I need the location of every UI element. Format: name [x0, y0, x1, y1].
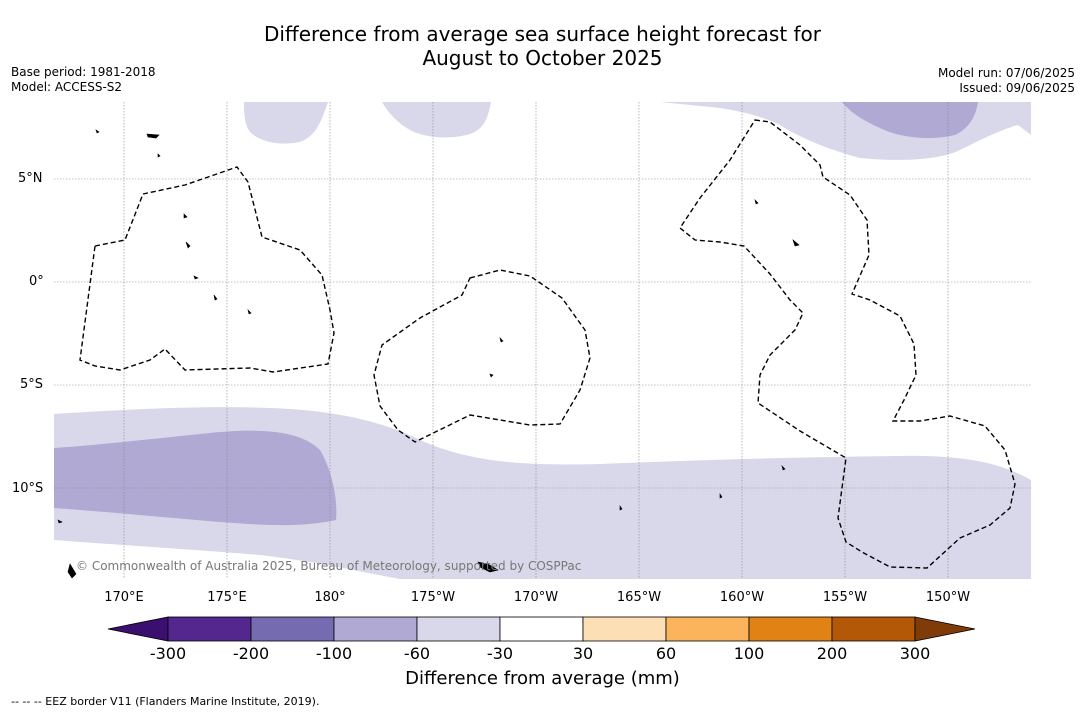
- lat-label-10s: 10°S: [12, 481, 44, 496]
- colorbar-extend-low: [107, 616, 169, 642]
- lat-label-0: 0°: [29, 274, 44, 289]
- colorbar-tick: -30: [486, 644, 514, 663]
- lon-label-170e: 170°E: [104, 590, 144, 605]
- lon-label-150w: 150°W: [925, 590, 971, 605]
- colorbar-tick: -60: [403, 644, 431, 663]
- model-name: Model: ACCESS-S2: [11, 80, 123, 94]
- title-line-1: Difference from average sea surface heig…: [263, 22, 822, 46]
- eez-legend-note: -- -- -- EEZ border V11 (Flanders Marine…: [11, 695, 320, 708]
- anomaly-core-southwest: [54, 430, 337, 526]
- colorbar-segment: [333, 616, 418, 642]
- colorbar-tick: 30: [572, 644, 594, 663]
- colorbar-segment: [167, 616, 252, 642]
- meta-right: Model run: 07/06/2025 Issued: 09/06/2025: [938, 66, 1075, 96]
- colorbar-tick: 100: [733, 644, 765, 663]
- colorbar-tick: -100: [315, 644, 353, 663]
- colorbar-tick: 200: [816, 644, 848, 663]
- eez-phoenix: [373, 269, 591, 443]
- colorbar: [107, 616, 976, 642]
- lon-label-175w: 175°W: [410, 590, 456, 605]
- anomaly-core-northeast: [842, 102, 978, 139]
- islands: [57, 129, 800, 579]
- lon-label-165w: 165°W: [616, 590, 662, 605]
- colorbar-segment: [665, 616, 750, 642]
- colorbar-tick: 60: [655, 644, 677, 663]
- anomaly-blob-north-1: [244, 102, 328, 144]
- lat-label-5n: 5°N: [18, 171, 43, 186]
- lat-label-5s: 5°S: [20, 377, 44, 392]
- colorbar-tick: -300: [149, 644, 187, 663]
- title-line-2: August to October 2025: [422, 46, 663, 70]
- issued-date: Issued: 09/06/2025: [959, 81, 1075, 95]
- anomaly-blob-north-2: [382, 102, 491, 138]
- colorbar-segment: [250, 616, 335, 642]
- colorbar-segment: [748, 616, 833, 642]
- colorbar-segment: [831, 616, 916, 642]
- colorbar-segment: [582, 616, 667, 642]
- graticule: [54, 102, 1031, 579]
- copyright-notice: © Commonwealth of Australia 2025, Bureau…: [76, 559, 582, 573]
- map-area: [54, 102, 1031, 579]
- base-period: Base period: 1981-2018: [11, 65, 156, 79]
- model-run: Model run: 07/06/2025: [937, 66, 1075, 80]
- colorbar-segment: [499, 616, 584, 642]
- colorbar-segment: [416, 616, 501, 642]
- lon-label-155w: 155°W: [822, 590, 868, 605]
- eez-line-islands: [679, 119, 1016, 569]
- lon-label-180: 180°: [314, 590, 346, 605]
- meta-left: Base period: 1981-2018 Model: ACCESS-S2: [11, 65, 156, 95]
- colorbar-extend-high: [914, 616, 976, 642]
- lon-label-160w: 160°W: [719, 590, 765, 605]
- colorbar-tick: 300: [899, 644, 931, 663]
- lon-label-175e: 175°E: [207, 590, 247, 605]
- colorbar-tick: -200: [232, 644, 270, 663]
- lon-label-170w: 170°W: [513, 590, 559, 605]
- map-title: Difference from average sea surface heig…: [0, 22, 1085, 70]
- eez-kiribati-west: [79, 166, 335, 373]
- eez-borders: [79, 119, 1016, 569]
- colorbar-label: Difference from average (mm): [405, 668, 680, 689]
